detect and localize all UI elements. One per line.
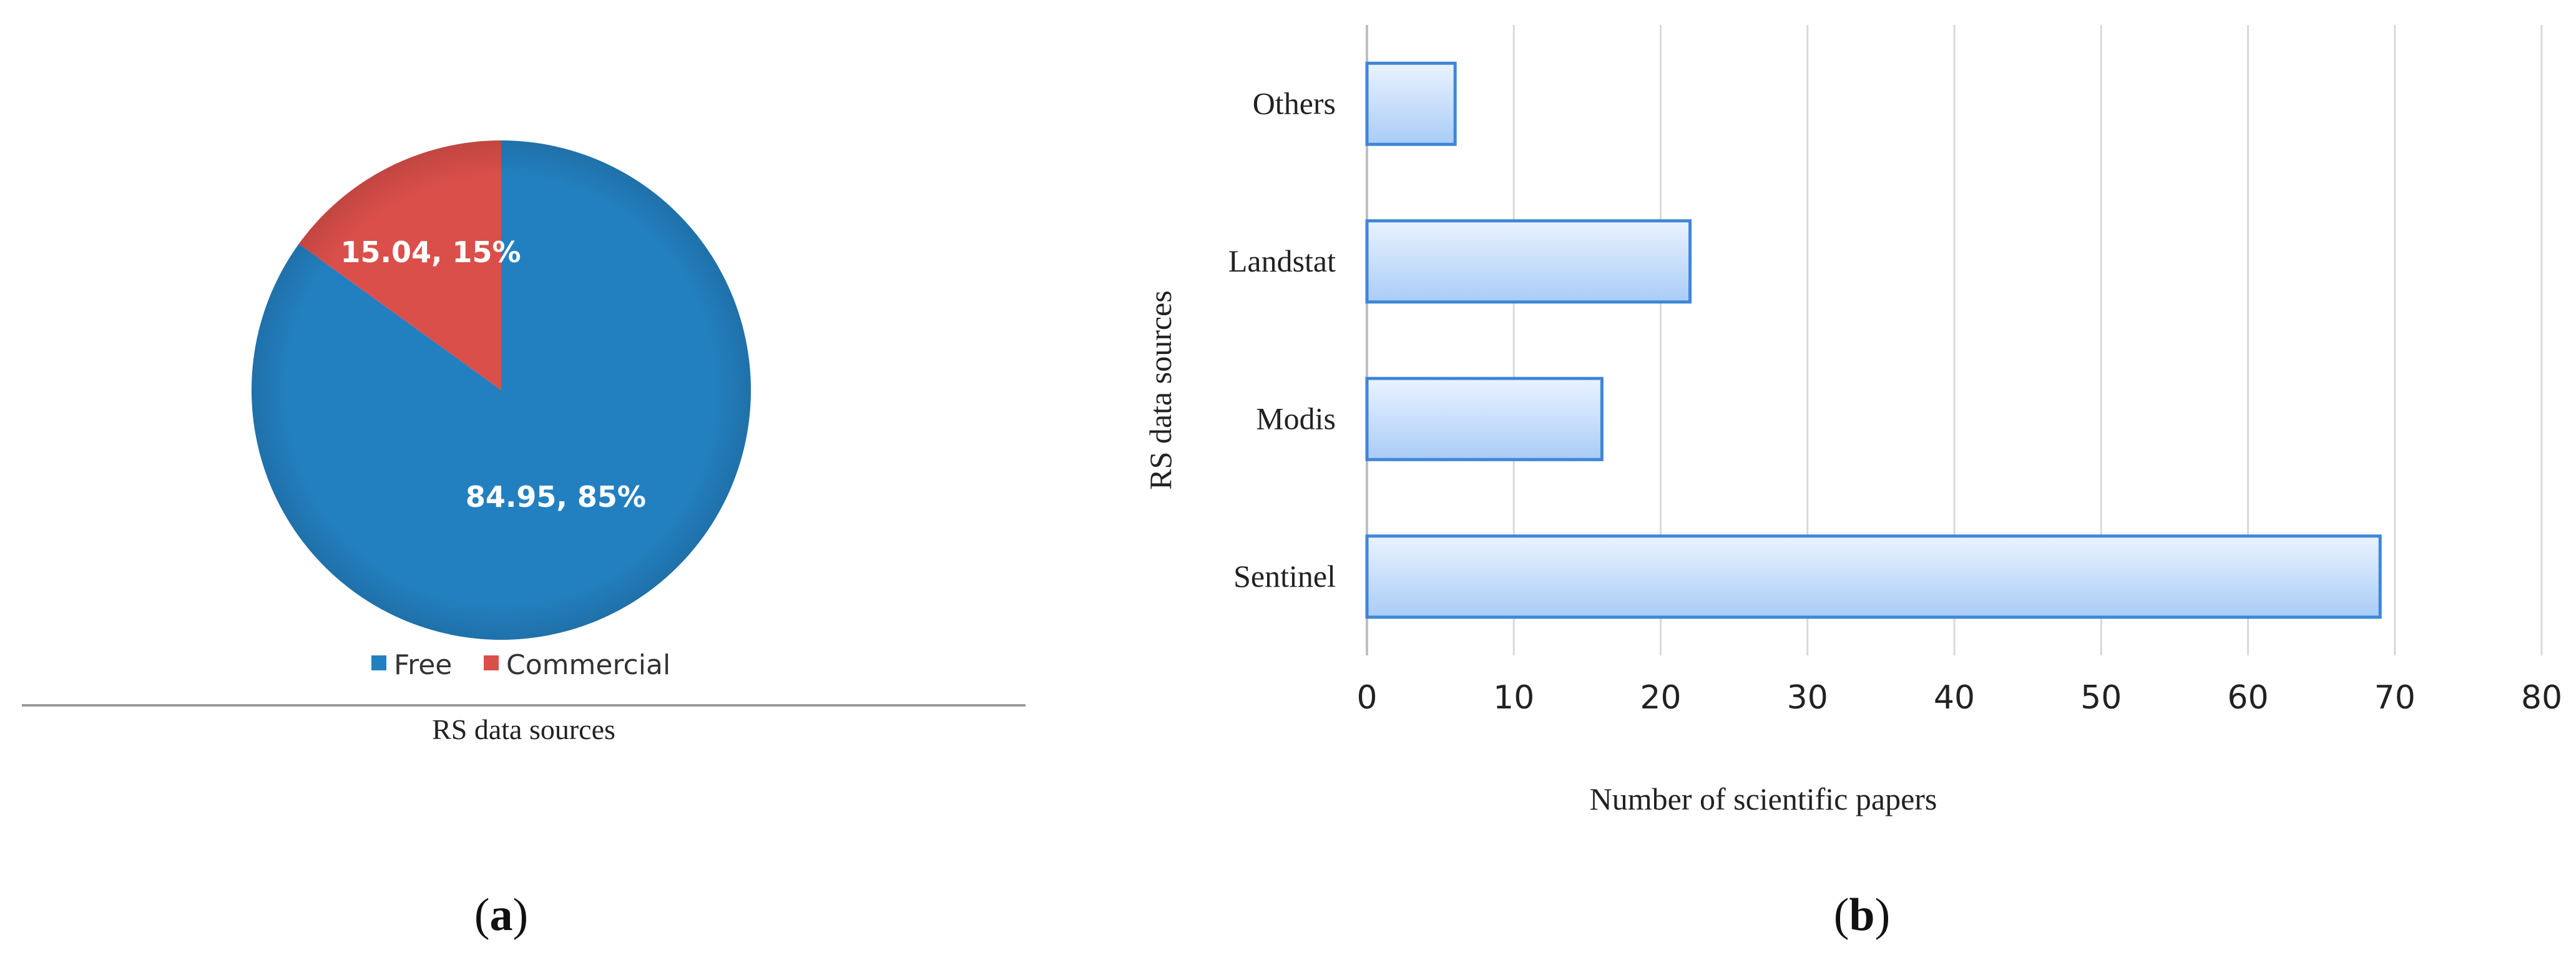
- bar-landstat: [1365, 219, 1692, 304]
- caption-close-paren: ): [1875, 889, 1891, 941]
- caption-b-letter: b: [1849, 889, 1874, 941]
- svg-text:(b): (b): [1834, 889, 1890, 941]
- category-label-others: Others: [1253, 86, 1336, 120]
- x-tick-label: 20: [1640, 679, 1681, 717]
- pie-label-commercial: 15.04, 15%: [341, 235, 521, 269]
- legend-label-commercial: Commercial: [506, 649, 670, 681]
- svg-text:(a): (a): [474, 889, 528, 941]
- bar-modis: [1365, 376, 1604, 461]
- panel-a-pie-chart: 84.95, 85% 15.04, 15% Free Commercial RS d…: [22, 140, 1026, 745]
- legend-label-free: Free: [394, 649, 452, 681]
- x-tick-label: 30: [1787, 679, 1828, 717]
- pie-xlabel: RS data sources: [432, 713, 615, 745]
- bar-xlabel: Number of scientific papers: [1590, 781, 1937, 816]
- panel-b-caption: (b): [1834, 889, 1890, 941]
- pie-data-labels: 84.95, 85% 15.04, 15%: [341, 235, 646, 514]
- pie-label-free: 84.95, 85%: [466, 480, 646, 514]
- bar-category-labels: Sentinel Modis Landstat Others: [1228, 86, 1336, 594]
- x-tick-label: 50: [2080, 679, 2122, 717]
- pie-legend: Free Commercial: [371, 649, 670, 681]
- bar-x-tick-labels: 0 10 20 30 40 50 60 70 80: [1356, 679, 2562, 717]
- x-tick-label: 40: [1934, 679, 1975, 717]
- bar-others: [1365, 61, 1457, 146]
- x-tick-label: 10: [1493, 679, 1534, 717]
- x-tick-label: 70: [2374, 679, 2416, 717]
- bar-sentinel: [1365, 534, 2382, 619]
- panel-a-caption: (a): [474, 889, 528, 941]
- caption-a-letter: a: [490, 889, 513, 941]
- pie-edge-shade: [252, 140, 751, 640]
- panel-b-bar-chart: Sentinel Modis Landstat Others 0 10 20 30 40 50 6…: [1143, 25, 2562, 816]
- caption-open-paren: (: [474, 889, 490, 941]
- bars: [1365, 61, 2382, 619]
- category-label-landstat: Landstat: [1228, 243, 1336, 278]
- caption-open-paren: (: [1834, 889, 1849, 941]
- category-label-sentinel: Sentinel: [1233, 559, 1336, 594]
- x-tick-label: 60: [2227, 679, 2268, 717]
- x-tick-label: 80: [2521, 679, 2562, 717]
- caption-close-paren: ): [513, 889, 529, 941]
- category-label-modis: Modis: [1256, 401, 1336, 436]
- legend-swatch-commercial: [484, 655, 499, 670]
- legend-swatch-free: [371, 655, 386, 670]
- bar-ylabel: RS data sources: [1143, 290, 1178, 489]
- x-tick-label: 0: [1356, 679, 1377, 717]
